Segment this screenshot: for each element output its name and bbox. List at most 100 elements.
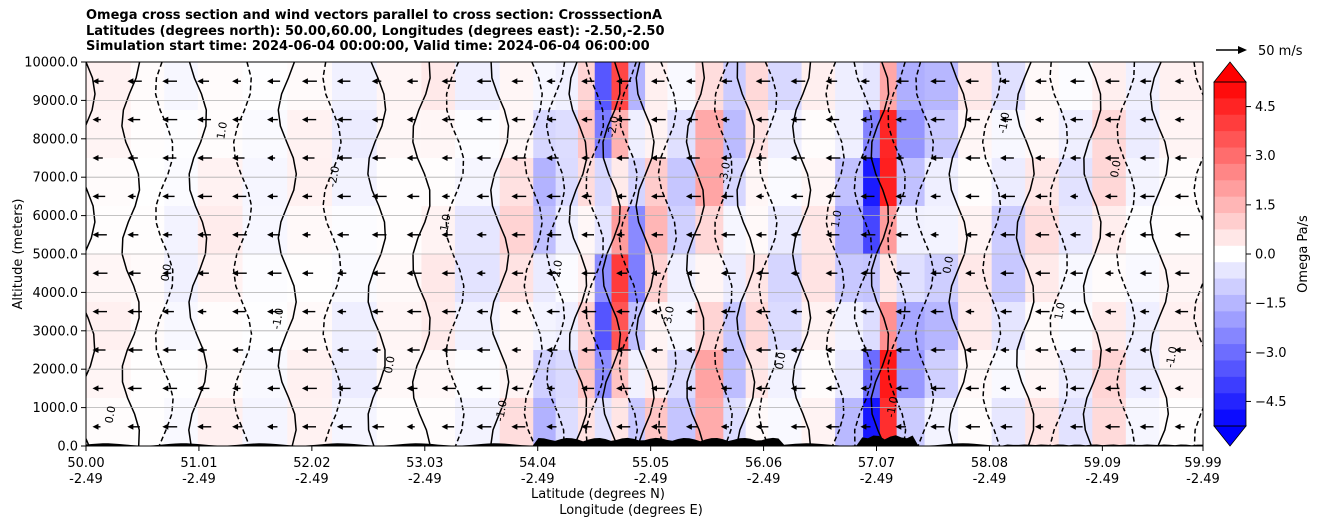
colorbar: 4.5 3.0 1.5 0.0 −1.5 −3.0 −4.5 — [1213, 61, 1287, 447]
wind-vector-head — [1104, 347, 1111, 353]
x-tick-label-longitude: -2.49 — [408, 472, 442, 487]
contour-label: -2.0 — [326, 165, 343, 188]
omega-band-cell — [745, 206, 769, 255]
wind-vector-head — [267, 385, 274, 392]
quiver-key-label: 50 m/s — [1258, 44, 1303, 59]
wind-vector-head — [720, 231, 727, 238]
wind-vector-head — [581, 308, 588, 315]
colorbar-segment — [1214, 245, 1246, 263]
wind-vector-head — [1174, 78, 1181, 85]
wind-vector-head — [1069, 270, 1076, 277]
horizontal-gridlines — [86, 100, 1203, 409]
wind-vector-head — [616, 193, 623, 200]
colorbar-segment — [1214, 393, 1246, 411]
wind-vector-head — [232, 347, 239, 353]
omega-band-cell — [958, 398, 993, 446]
omega-band-cell — [611, 302, 629, 351]
wind-vector-head — [301, 78, 308, 85]
wind-vector-head — [197, 270, 204, 277]
wind-vector-head — [685, 116, 692, 123]
wind-vector-head — [1139, 308, 1146, 315]
wind-vector-head — [790, 78, 797, 85]
wind-vector-head — [371, 78, 378, 85]
wind-vector-head — [92, 385, 99, 392]
colorbar-tick-label: 4.5 — [1255, 100, 1276, 115]
wind-vector-head — [1104, 308, 1111, 315]
wind-vector-head — [1034, 78, 1041, 85]
wind-vector-head — [650, 423, 657, 430]
omega-band-cell — [577, 398, 596, 446]
wind-vector-head — [581, 347, 588, 353]
omega-band-cell — [801, 350, 836, 399]
wind-vector-head — [790, 308, 797, 315]
wind-vector-head — [406, 155, 413, 161]
wind-vector-head — [930, 231, 937, 238]
contour-label: 0.0 — [1108, 159, 1124, 178]
omega-band-cell — [1125, 158, 1160, 207]
wind-vector-head — [1174, 347, 1181, 353]
wind-vector-head — [1034, 347, 1041, 353]
omega-band-cell — [896, 206, 926, 255]
y-tick-label: 4000.0 — [33, 286, 79, 301]
omega-band-cell — [1159, 254, 1203, 303]
omega-band-cell — [130, 302, 165, 351]
omega-band-cell — [287, 254, 333, 303]
wind-vector-head — [127, 116, 134, 123]
contour-label: -1.0 — [1163, 345, 1180, 368]
wind-vector-head — [755, 308, 762, 315]
wind-vector-head — [406, 270, 413, 277]
omega-band-cell — [130, 158, 165, 207]
omega-band-cell — [801, 254, 836, 303]
omega-band-cell — [533, 350, 557, 399]
x-axis: 50.00-2.4951.01-2.4952.02-2.4953.03-2.49… — [67, 446, 1222, 487]
wind-vector-head — [825, 116, 832, 123]
y-axis-label: Altitude (meters) — [11, 199, 26, 310]
wind-vector-head — [685, 423, 692, 430]
omega-band-cell — [86, 302, 132, 351]
wind-vector-head — [1034, 308, 1041, 315]
x-axis-label-latitude: Latitude (degrees N) — [531, 487, 665, 502]
wind-vector-head — [1069, 308, 1076, 315]
x-tick-label-latitude: 54.04 — [519, 456, 556, 471]
wind-vector-head — [650, 231, 657, 238]
wind-vector-head — [336, 116, 343, 123]
wind-vector-head — [616, 385, 623, 392]
omega-band-cell — [695, 206, 724, 255]
wind-vector-head — [755, 155, 762, 161]
y-tick-label: 7000.0 — [33, 171, 79, 186]
wind-vector-head — [895, 423, 902, 430]
wind-vector-head — [965, 155, 972, 161]
wind-vector-head — [406, 423, 413, 430]
omega-band-cell — [924, 398, 959, 446]
y-tick-label: 10000.0 — [24, 56, 78, 71]
omega-band-cell — [863, 62, 881, 111]
omega-band-cell — [1159, 206, 1203, 255]
omega-band-cell — [958, 206, 993, 255]
wind-vector-head — [685, 193, 692, 200]
omega-band-cell — [331, 398, 378, 446]
omega-band-cell — [577, 302, 596, 351]
omega-band-cell — [695, 110, 724, 159]
omega-band-cell — [835, 398, 864, 446]
contour-label: 3.0 — [661, 305, 677, 324]
colorbar-segment — [1214, 98, 1246, 116]
wind-vector-head — [1104, 78, 1111, 85]
wind-vector-head — [162, 347, 169, 353]
y-tick-label: 3000.0 — [33, 324, 79, 339]
omega-band-cell — [695, 302, 724, 351]
omega-band-cell — [1092, 302, 1127, 351]
omega-band-cell — [879, 398, 898, 446]
omega-band-cell — [835, 62, 864, 111]
wind-vector-head — [1174, 231, 1181, 238]
omega-band-cell — [723, 350, 747, 399]
wind-vector-head — [616, 347, 623, 353]
wind-vector-head — [825, 193, 832, 200]
omega-band-cell — [745, 350, 769, 399]
wind-vector-head — [790, 231, 797, 238]
wind-vector-head — [1139, 385, 1146, 392]
omega-band-cell — [1125, 302, 1160, 351]
omega-band-cell — [924, 350, 959, 399]
omega-band-cell — [454, 110, 501, 159]
omega-band-cell — [645, 350, 668, 399]
wind-vector-head — [127, 78, 134, 85]
